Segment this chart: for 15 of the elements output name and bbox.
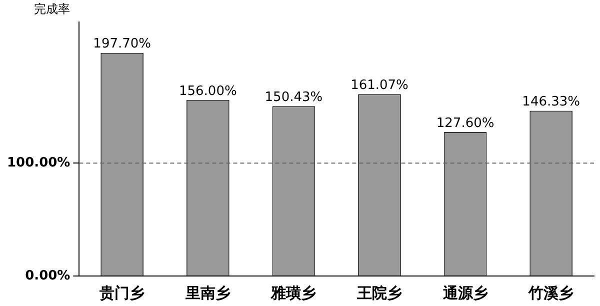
data-label: 156.00% bbox=[178, 84, 237, 99]
x-tick-label: 里南乡 bbox=[184, 284, 230, 302]
data-label: 197.70% bbox=[93, 36, 152, 52]
data-label: 161.07% bbox=[350, 78, 408, 94]
x-tick-label: 竹溪乡 bbox=[528, 284, 574, 302]
x-tick-label: 雅璜乡 bbox=[270, 284, 316, 302]
x-tick-label: 通源乡 bbox=[442, 284, 488, 302]
data-label: 127.60% bbox=[436, 116, 494, 131]
data-label: 150.43% bbox=[264, 90, 323, 106]
x-tick-label: 贵门乡 bbox=[98, 284, 145, 302]
y-tick-label: 100.00% bbox=[6, 155, 70, 170]
y-tick-label: 0.00% bbox=[25, 268, 70, 284]
data-label: 146.33% bbox=[522, 94, 580, 110]
y-axis-title: 完成率 bbox=[34, 2, 70, 16]
x-tick-label: 王院乡 bbox=[356, 284, 402, 302]
